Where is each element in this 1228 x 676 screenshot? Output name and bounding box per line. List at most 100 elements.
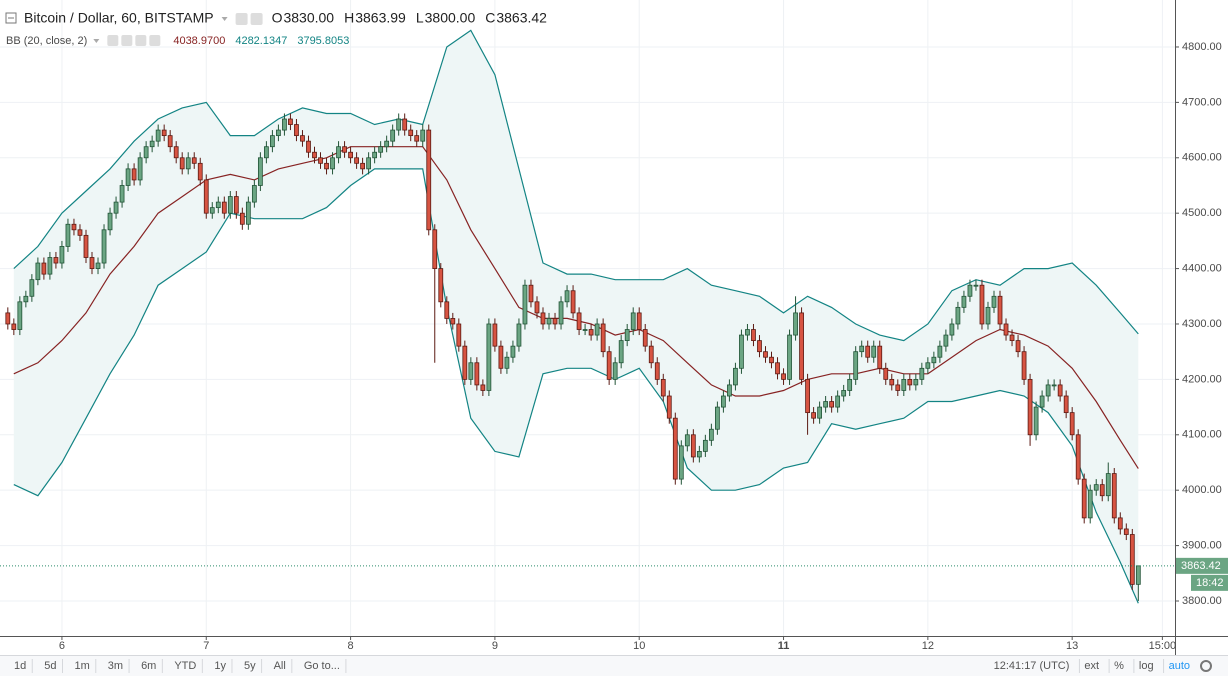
candle-body [1063, 395, 1069, 414]
candle-body [540, 312, 546, 325]
candle-body [660, 378, 666, 397]
indicator-icon[interactable] [121, 35, 133, 46]
candle-body [546, 318, 552, 325]
candle-body [841, 390, 847, 397]
band-line [13, 29, 1139, 342]
candle-body [342, 146, 347, 153]
range-button[interactable]: All [274, 660, 286, 672]
indicator-icon[interactable] [149, 35, 161, 46]
candle-body [456, 323, 462, 347]
candle-body [895, 384, 901, 391]
candle-body [684, 434, 690, 447]
x-tick-label: 12 [922, 640, 934, 652]
header-icon[interactable] [235, 13, 248, 25]
range-button[interactable]: 1d [14, 660, 26, 672]
candle-body [769, 356, 774, 364]
candle-body [1111, 473, 1117, 519]
candle-body [1081, 478, 1087, 519]
candle-body [1039, 395, 1045, 408]
range-button[interactable]: 5y [244, 660, 256, 672]
candle-body [59, 246, 65, 264]
range-button[interactable]: Go to... [304, 660, 340, 672]
band-line [13, 168, 1139, 604]
candle-body [480, 384, 486, 391]
countdown-label: 18:42 [1196, 577, 1224, 589]
header-icon[interactable] [250, 13, 263, 25]
candle-body [1051, 384, 1057, 387]
candle-body [642, 329, 648, 347]
range-button[interactable]: 5d [44, 660, 56, 672]
candle-body [696, 451, 702, 458]
range-button[interactable]: 1y [214, 660, 226, 672]
candle-body [438, 268, 444, 303]
candle-body [29, 279, 35, 297]
x-tick-label: 7 [203, 640, 209, 652]
candle-body [23, 295, 29, 303]
y-tick-label: 4100.00 [1182, 429, 1222, 441]
candle-body [474, 362, 480, 386]
candle-body [690, 434, 696, 458]
x-tick-label: 9 [492, 640, 498, 652]
option-button[interactable]: ext [1084, 660, 1099, 672]
indicator-icon[interactable] [135, 35, 147, 46]
candle-body [155, 129, 161, 142]
y-tick-label: 4000.00 [1182, 484, 1222, 496]
candle-body [336, 146, 341, 159]
candle-body [1045, 384, 1051, 397]
candle-body [17, 301, 23, 330]
x-tick-label: 6 [59, 640, 65, 652]
candle-body [1135, 565, 1141, 585]
candle-body [624, 329, 630, 342]
option-button[interactable]: auto [1169, 660, 1190, 672]
settings-icon[interactable] [1200, 660, 1212, 672]
candle-body [763, 351, 768, 358]
candle-body [264, 146, 269, 159]
candle-body [853, 351, 859, 380]
candle-body [925, 362, 931, 369]
candle-body [630, 312, 636, 330]
range-button[interactable]: YTD [174, 660, 196, 672]
title-dropdown[interactable] [221, 17, 228, 21]
candle-body [384, 140, 390, 148]
candle-body [1003, 323, 1009, 336]
header: Bitcoin / Dollar, 60, BITSTAMP BB (20, c… [5, 10, 547, 47]
candle-body [197, 162, 203, 181]
toolbar-bg [0, 655, 1228, 676]
candle-body [462, 345, 468, 380]
range-button[interactable]: 1m [75, 660, 90, 672]
candle-body [564, 290, 570, 303]
indicator-icon[interactable] [107, 35, 119, 46]
candle-body [227, 196, 233, 214]
candle-body [83, 234, 89, 258]
candle-body [678, 445, 684, 480]
candle-body [859, 345, 865, 353]
candle-body [71, 223, 77, 231]
candle-body [191, 157, 197, 164]
candle-body [937, 345, 943, 358]
range-button[interactable]: 3m [108, 660, 123, 672]
candle-body [185, 157, 191, 170]
candle-body [294, 124, 299, 137]
band-fill [13, 30, 1139, 604]
indicator-dropdown[interactable] [93, 39, 100, 43]
option-button[interactable]: % [1114, 660, 1124, 672]
candle-body [270, 135, 275, 148]
range-button[interactable]: 6m [141, 660, 156, 672]
candle-body [1027, 378, 1033, 436]
candle-body [77, 229, 83, 236]
candle-body [161, 129, 167, 137]
candle-body [606, 351, 612, 380]
candle-body [967, 284, 973, 297]
candle-body [173, 146, 179, 159]
chart-title: Bitcoin / Dollar, 60, BITSTAMP [24, 10, 214, 26]
candle-body [1075, 434, 1081, 480]
candle-body [702, 439, 708, 452]
candle-body [715, 406, 720, 430]
y-tick-label: 4300.00 [1182, 318, 1222, 330]
option-button[interactable]: log [1139, 660, 1154, 672]
candle-body [1057, 384, 1063, 397]
candle-body [883, 367, 889, 380]
axes: 3800.00 3900.00 4000.00 4100.00 4200.00 4300.… [59, 41, 1228, 652]
y-tick-label: 4800.00 [1182, 41, 1222, 53]
collapse-icon[interactable] [5, 12, 17, 24]
